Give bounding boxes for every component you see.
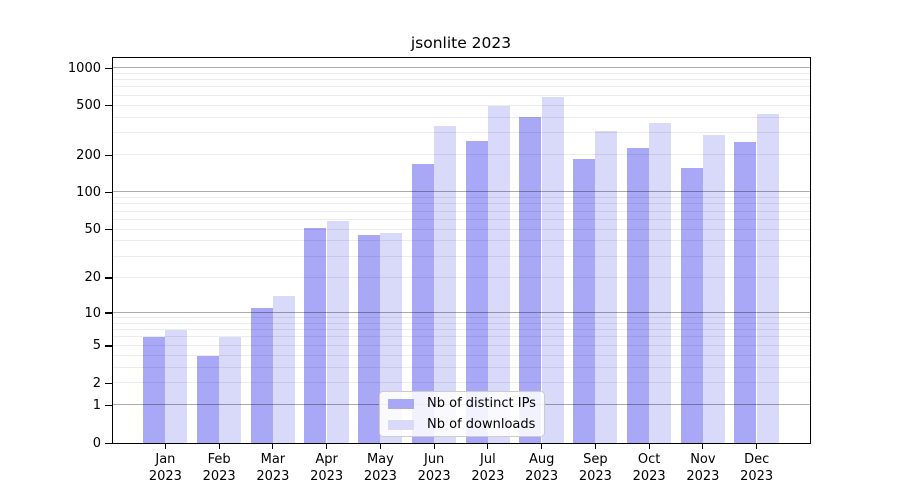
legend-label-downloads: Nb of downloads: [427, 417, 536, 432]
y-tick-label-1: 1: [92, 398, 101, 414]
gridline-800: [113, 79, 810, 81]
x-tick-jun: [433, 443, 435, 449]
x-tick-label-nov: Nov 2023: [686, 452, 720, 484]
y-tick-label-5: 5: [92, 338, 101, 354]
bar-jul-distinct-ips: [465, 140, 488, 443]
y-tick-label-0: 0: [92, 435, 101, 451]
y-tick-label-1000: 1000: [67, 60, 101, 76]
x-tick-dec: [756, 443, 758, 449]
y-tick-label-200: 200: [76, 147, 101, 163]
bar-apr-distinct-ips: [304, 227, 327, 443]
bar-may-downloads: [380, 232, 403, 443]
legend: Nb of distinct IPs Nb of downloads: [379, 391, 545, 437]
x-tick-sep: [594, 443, 596, 449]
y-tick-1000: [105, 67, 113, 69]
bar-jun-downloads: [434, 125, 457, 443]
bar-nov-downloads: [702, 135, 725, 443]
bar-may-distinct-ips: [358, 235, 380, 443]
x-tick-jul: [487, 443, 489, 449]
distinct-ips-swatch-icon: [388, 398, 414, 409]
downloads-swatch-icon: [388, 419, 414, 430]
y-tick-2: [105, 382, 113, 385]
y-tick-20: [105, 277, 113, 279]
x-tick-mar: [272, 443, 274, 449]
bar-nov-distinct-ips: [680, 168, 703, 443]
x-tick-label-dec: Dec 2023: [740, 452, 774, 484]
x-tick-label-apr: Apr 2023: [310, 452, 344, 484]
y-tick-label-20: 20: [84, 270, 101, 286]
y-tick-5: [105, 345, 113, 347]
bar-dec-distinct-ips: [734, 142, 757, 443]
bar-mar-downloads: [272, 296, 295, 443]
x-tick-label-jan: Jan 2023: [148, 452, 182, 484]
gridline-300: [113, 132, 810, 134]
y-tick-label-10: 10: [84, 305, 101, 321]
bar-aug-downloads: [541, 97, 564, 443]
gridline-600: [113, 94, 810, 96]
gridline-900: [113, 72, 810, 74]
legend-label-distinct-ips: Nb of distinct IPs: [427, 396, 536, 411]
gridline-700: [113, 86, 810, 88]
y-tick-label-2: 2: [92, 376, 101, 392]
x-tick-label-aug: Aug 2023: [525, 452, 559, 484]
bar-jul-downloads: [487, 105, 510, 443]
bar-jan-downloads: [165, 330, 188, 443]
y-tick-50: [105, 229, 113, 231]
gridline-400: [113, 116, 810, 118]
plot-area: Nb of distinct IPs Nb of downloads: [112, 57, 811, 444]
x-tick-oct: [648, 443, 650, 449]
x-tick-label-oct: Oct 2023: [632, 452, 666, 484]
bar-sep-downloads: [595, 131, 618, 443]
x-tick-label-mar: Mar 2023: [256, 452, 290, 484]
y-tick-0: [105, 442, 113, 444]
y-tick-label-500: 500: [76, 98, 101, 114]
chart-title: jsonlite 2023: [410, 34, 512, 52]
y-tick-10: [105, 312, 113, 314]
x-tick-nov: [702, 443, 704, 449]
y-tick-1: [105, 404, 113, 407]
legend-item-distinct-ips: Nb of distinct IPs: [380, 395, 544, 412]
x-tick-label-may: May 2023: [363, 452, 397, 484]
x-tick-feb: [218, 443, 220, 449]
y-tick-200: [105, 154, 113, 156]
x-tick-label-jun: Jun 2023: [417, 452, 451, 484]
y-tick-500: [105, 105, 113, 107]
x-tick-jan: [164, 443, 166, 449]
bar-jan-distinct-ips: [143, 337, 165, 443]
y-tick-label-50: 50: [84, 222, 101, 238]
bar-oct-downloads: [649, 123, 672, 443]
x-tick-label-jul: Jul 2023: [471, 452, 505, 484]
gridline-500: [113, 104, 810, 106]
x-tick-apr: [326, 443, 328, 449]
bar-aug-distinct-ips: [519, 116, 542, 443]
x-tick-label-feb: Feb 2023: [202, 452, 236, 484]
bar-dec-downloads: [756, 113, 779, 443]
bar-feb-downloads: [219, 337, 242, 443]
x-tick-may: [379, 443, 381, 449]
bar-apr-downloads: [326, 220, 349, 443]
bar-sep-distinct-ips: [573, 159, 595, 443]
x-tick-label-sep: Sep 2023: [578, 452, 612, 484]
legend-item-downloads: Nb of downloads: [380, 416, 544, 433]
bar-mar-distinct-ips: [250, 308, 273, 443]
gridline-1000: [113, 66, 810, 68]
x-tick-aug: [541, 443, 543, 449]
bar-feb-distinct-ips: [196, 355, 219, 443]
bar-jun-distinct-ips: [411, 163, 434, 443]
y-tick-100: [105, 192, 113, 194]
bar-oct-distinct-ips: [626, 147, 649, 443]
y-tick-label-100: 100: [76, 185, 101, 201]
